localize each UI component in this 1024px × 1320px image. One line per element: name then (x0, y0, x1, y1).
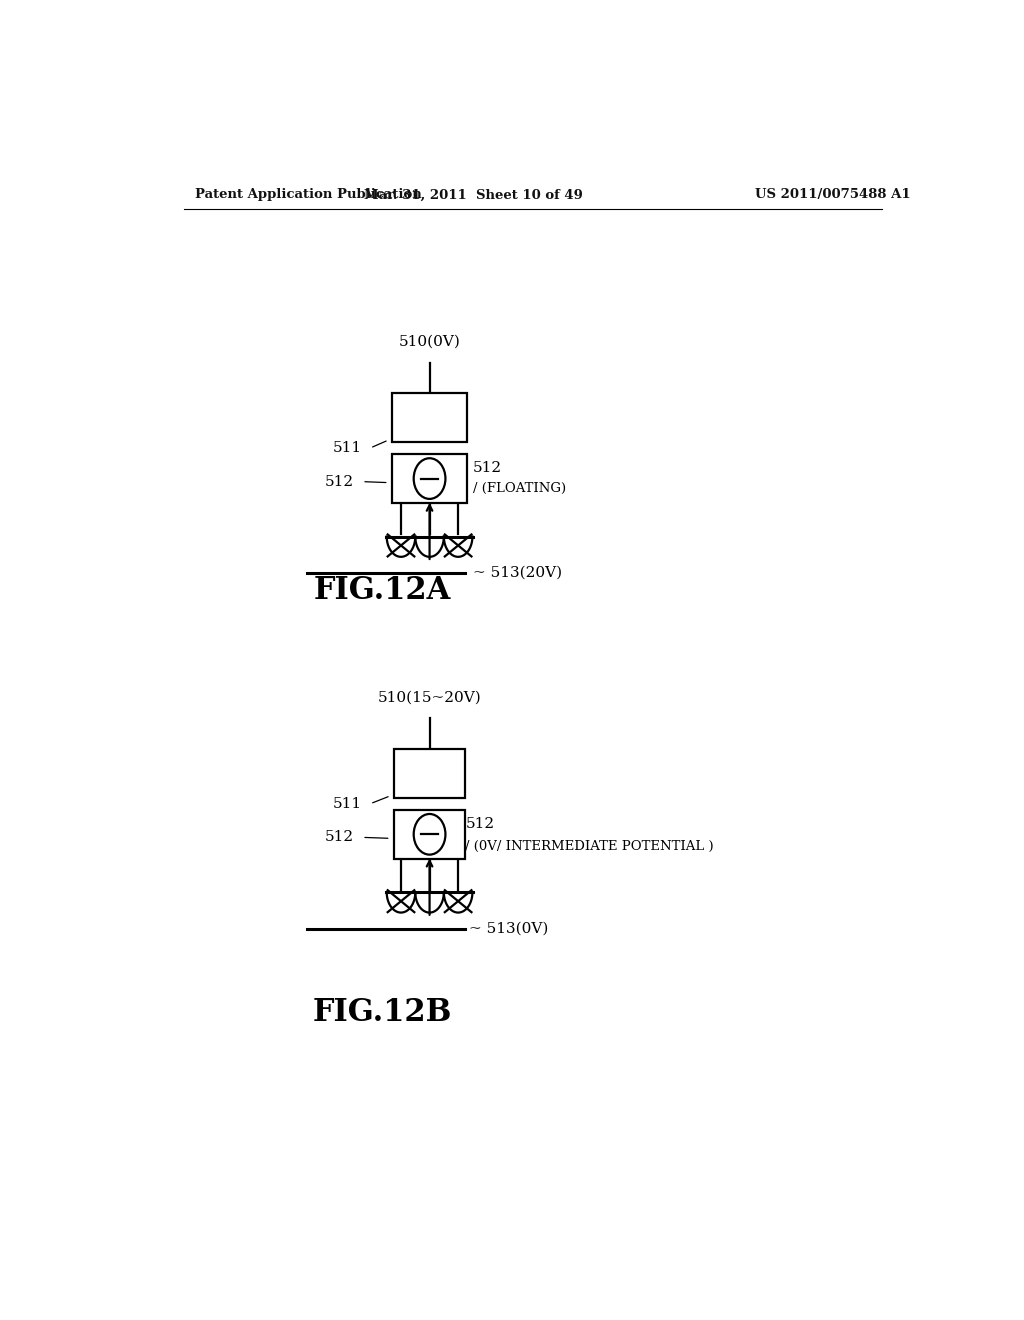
Text: FIG.12B: FIG.12B (312, 997, 452, 1028)
Text: 510(0V): 510(0V) (398, 334, 461, 348)
Text: Mar. 31, 2011  Sheet 10 of 49: Mar. 31, 2011 Sheet 10 of 49 (364, 189, 583, 202)
Bar (392, 454, 467, 503)
Text: 511: 511 (333, 441, 362, 455)
Text: 512: 512 (325, 830, 354, 845)
Text: 512: 512 (465, 817, 495, 832)
Text: ~ 513(0V): ~ 513(0V) (469, 921, 549, 936)
Text: FIG.12A: FIG.12A (313, 576, 451, 606)
Text: 510(15~20V): 510(15~20V) (378, 690, 481, 704)
Text: / (0V/ INTERMEDIATE POTENTIAL ): / (0V/ INTERMEDIATE POTENTIAL ) (465, 840, 714, 853)
Text: ~ 513(20V): ~ 513(20V) (473, 566, 562, 579)
Bar (392, 393, 467, 442)
Text: / (FLOATING): / (FLOATING) (473, 482, 566, 495)
Text: 512: 512 (473, 462, 503, 475)
Text: 512: 512 (325, 475, 354, 488)
Text: Patent Application Publication: Patent Application Publication (196, 189, 422, 202)
Text: 511: 511 (333, 797, 362, 810)
Bar (394, 810, 465, 859)
Bar (394, 748, 465, 797)
Text: US 2011/0075488 A1: US 2011/0075488 A1 (755, 189, 910, 202)
